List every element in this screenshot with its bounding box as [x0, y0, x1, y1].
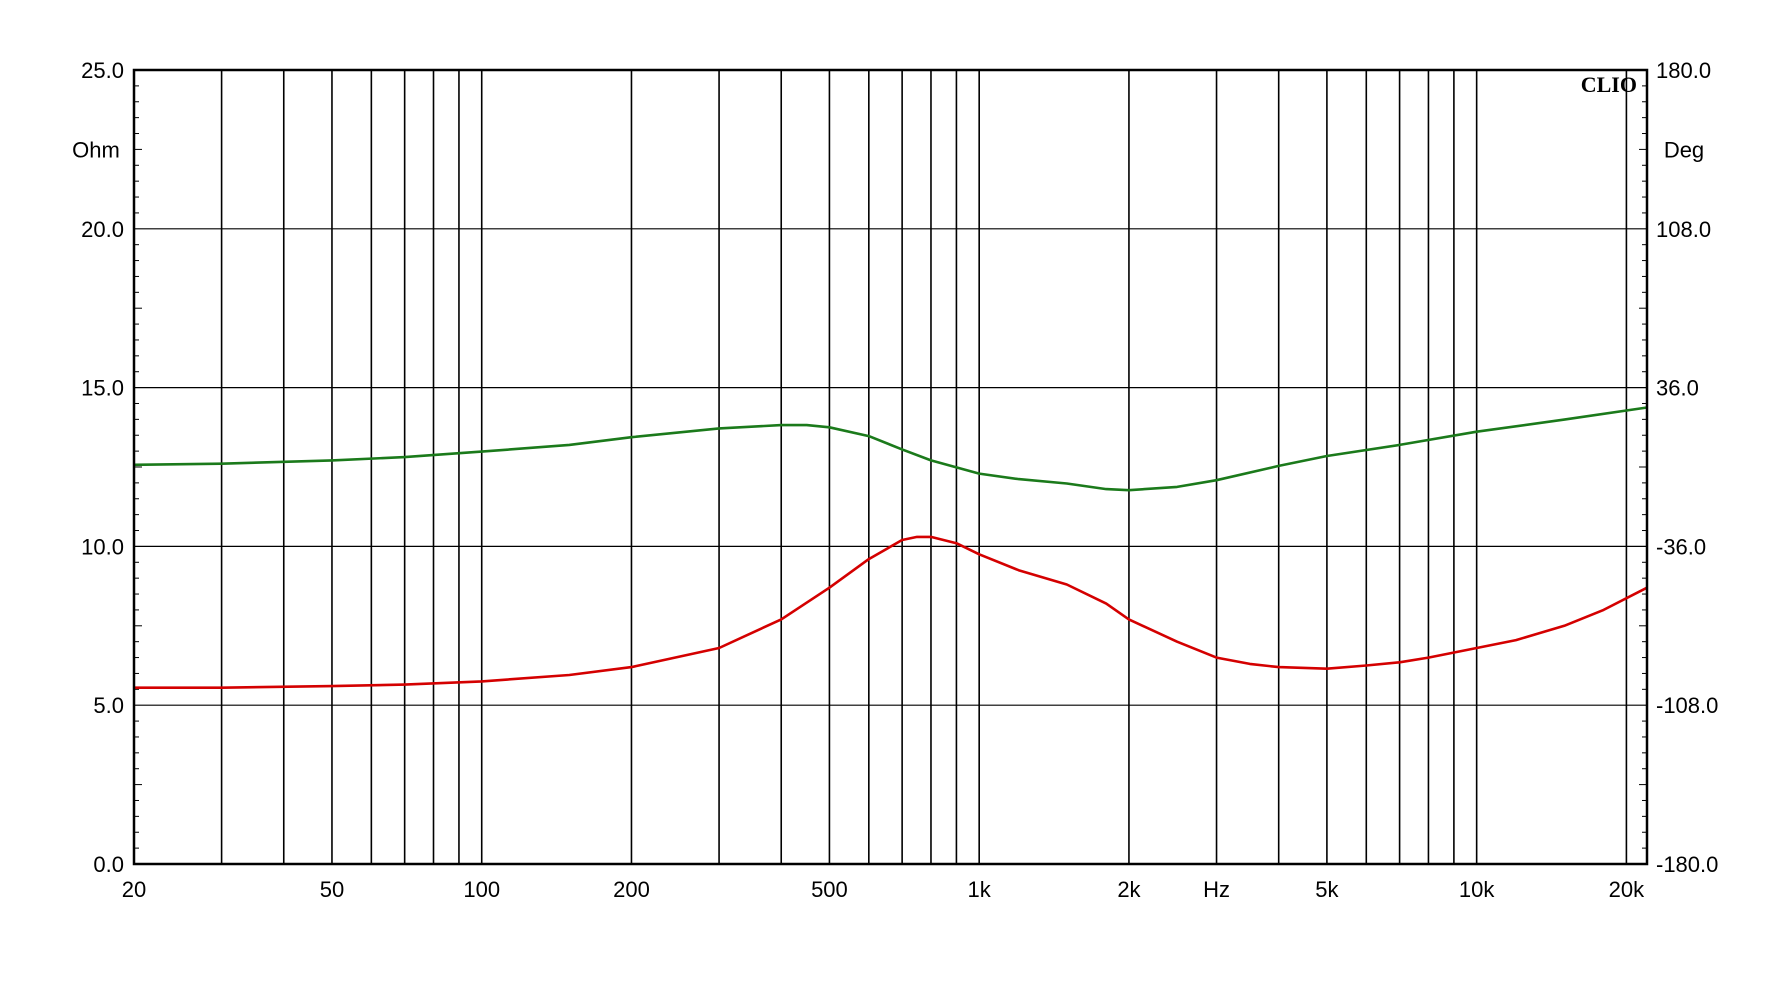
- x-axis-ticks: 20 50 100 200 500 1k 2k 5k 10k 20k: [122, 877, 1645, 902]
- right-axis-ticks: -180.0 -108.0 -36.0 36.0 108.0 180.0: [1656, 58, 1718, 877]
- x-axis-tick-label: 20k: [1609, 877, 1645, 902]
- series-layer: [133, 406, 1648, 689]
- right-axis-tick-label: 36.0: [1656, 376, 1699, 401]
- right-axis-tick-label: -180.0: [1656, 852, 1718, 877]
- impedance-curve: [134, 535, 1648, 689]
- x-axis-tick-label: 100: [463, 877, 500, 902]
- left-axis-tick-label: 15.0: [81, 376, 124, 401]
- x-axis-tick-label: 1k: [968, 877, 992, 902]
- plot-frame: [132, 68, 1649, 866]
- x-axis-tick-label: 10k: [1459, 877, 1495, 902]
- right-axis-tick-label: -36.0: [1656, 534, 1706, 559]
- left-axis-tick-label: 25.0: [81, 58, 124, 83]
- brand-logo-text: CLIO: [1581, 72, 1637, 97]
- left-axis-tick-label: 20.0: [81, 217, 124, 242]
- phase-curve: [133, 406, 1648, 492]
- left-axis-tick-label: 5.0: [93, 693, 124, 718]
- grid: [134, 69, 1647, 865]
- right-axis-tick-label: 180.0: [1656, 58, 1711, 83]
- x-axis-tick-label: 500: [811, 877, 848, 902]
- left-axis-tick-label: 10.0: [81, 534, 124, 559]
- left-axis-unit-label: Ohm: [72, 137, 120, 162]
- x-axis-tick-label: 5k: [1315, 877, 1339, 902]
- right-axis-tick-label: 108.0: [1656, 217, 1711, 242]
- x-axis-unit-label: Hz: [1203, 877, 1230, 902]
- left-axis-tick-label: 0.0: [93, 852, 124, 877]
- x-axis-tick-label: 200: [613, 877, 650, 902]
- x-axis-tick-label: 2k: [1117, 877, 1141, 902]
- right-axis-tick-label: -108.0: [1656, 693, 1718, 718]
- left-axis-ticks: 0.0 5.0 10.0 15.0 20.0 25.0: [81, 58, 124, 877]
- x-axis-tick-label: 50: [320, 877, 344, 902]
- x-axis-tick-label: 20: [122, 877, 146, 902]
- right-axis-unit-label: Deg: [1664, 137, 1704, 162]
